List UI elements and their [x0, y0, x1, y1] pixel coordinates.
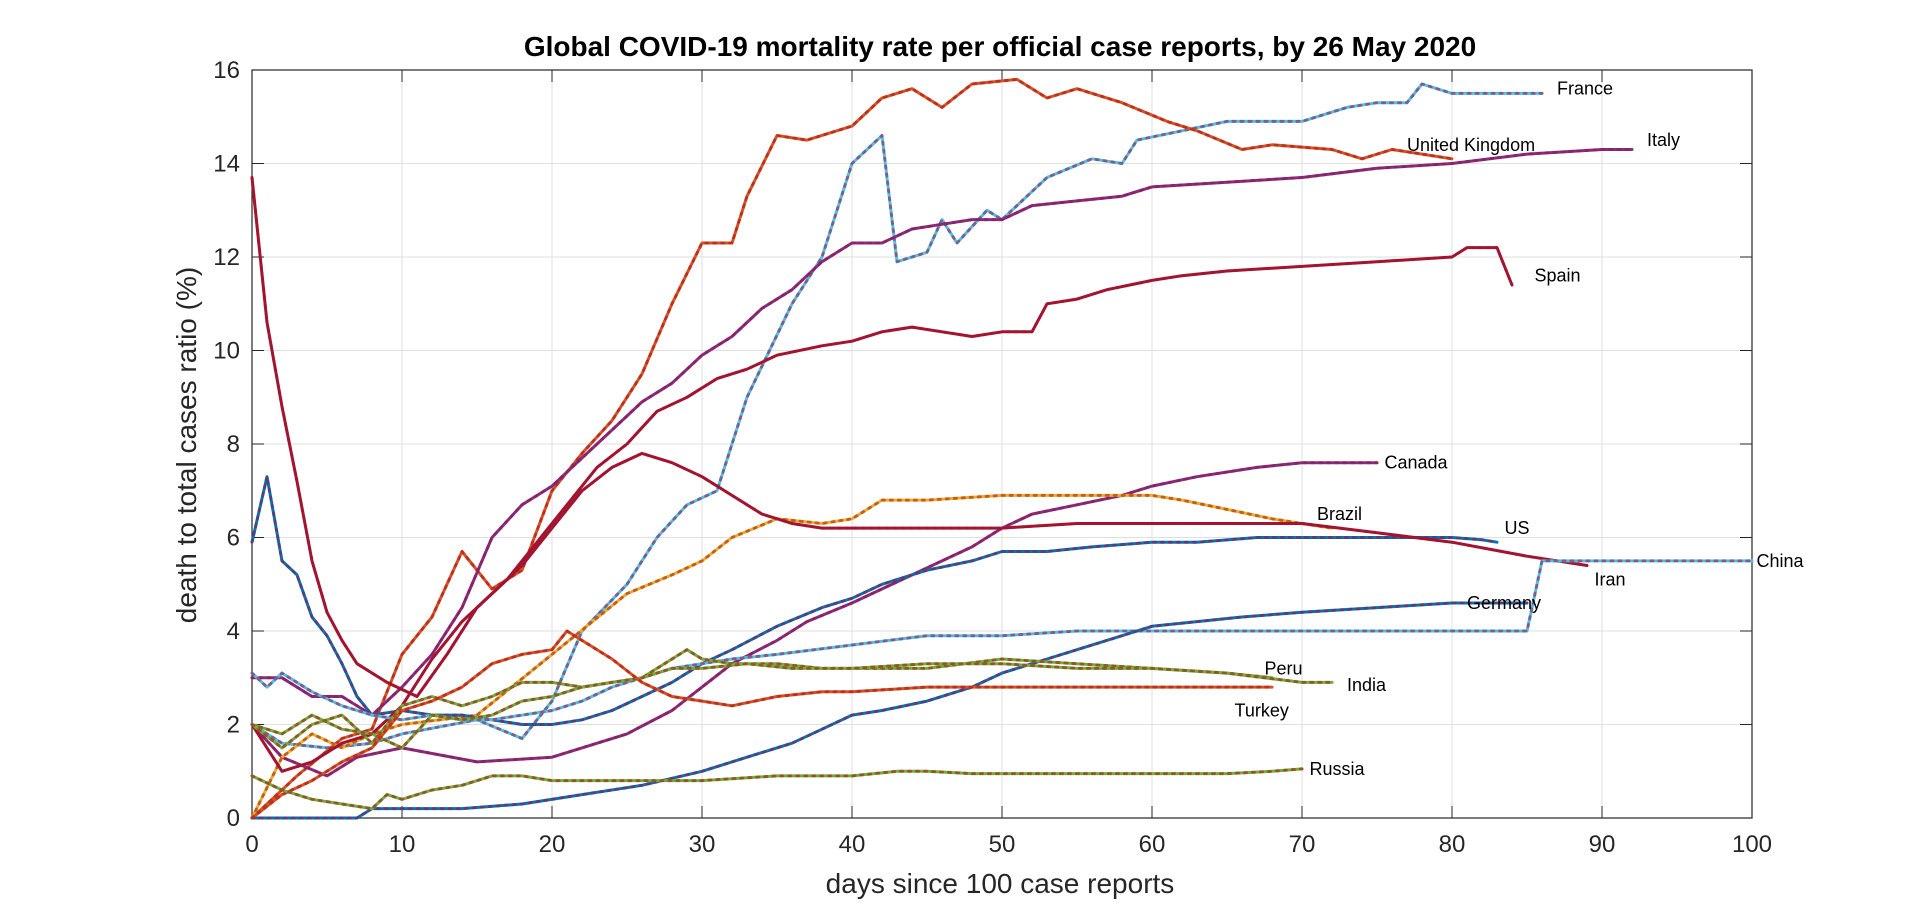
label-france: France — [1557, 79, 1613, 99]
y-tick-label: 8 — [227, 431, 240, 458]
x-tick-label: 90 — [1589, 831, 1616, 858]
y-tick-label: 0 — [227, 805, 240, 832]
label-india: India — [1347, 675, 1387, 695]
x-tick-label: 100 — [1732, 831, 1772, 858]
x-tick-label: 30 — [689, 831, 716, 858]
x-tick-label: 50 — [989, 831, 1016, 858]
label-iran: Iran — [1595, 570, 1626, 590]
label-peru: Peru — [1265, 658, 1303, 678]
label-brazil: Brazil — [1317, 504, 1362, 524]
series-markers-brazil — [250, 493, 1334, 820]
x-tick-label: 40 — [839, 831, 866, 858]
series-markers-germany — [250, 601, 1529, 820]
x-tick-label: 70 — [1289, 831, 1316, 858]
label-spain: Spain — [1535, 266, 1581, 286]
label-china: China — [1757, 551, 1805, 571]
y-tick-label: 2 — [227, 712, 240, 739]
series-markers-canada — [250, 461, 1379, 778]
chart-title: Global COVID-19 mortality rate per offic… — [524, 31, 1476, 62]
series-markers-united-kingdom — [250, 77, 1454, 820]
series-markers-france — [250, 82, 1544, 750]
label-italy: Italy — [1647, 130, 1680, 150]
series-group — [250, 77, 1754, 820]
y-tick-label: 6 — [227, 525, 240, 552]
x-tick-label: 80 — [1439, 831, 1466, 858]
y-tick-label: 14 — [213, 151, 240, 178]
x-tick-label: 0 — [245, 831, 258, 858]
label-us: US — [1505, 518, 1530, 538]
label-russia: Russia — [1310, 759, 1366, 779]
series-markers-italy — [250, 148, 1634, 717]
label-canada: Canada — [1385, 453, 1449, 473]
y-tick-label: 16 — [213, 57, 240, 84]
axes: 0 10 20 30 40 50 60 70 80 90 100 0 2 4 6 8 10 12 14 16 — [213, 57, 1772, 858]
y-axis-label: death to total cases ratio (%) — [171, 267, 202, 623]
x-axis-label: days since 100 case reports — [826, 868, 1175, 899]
y-tick-label: 4 — [227, 618, 240, 645]
y-tick-label: 12 — [213, 244, 240, 271]
label-united-kingdom: United Kingdom — [1407, 135, 1535, 155]
country-labels: France United Kingdom Italy Spain Canada Braz… — [1235, 79, 1805, 779]
x-tick-label: 60 — [1139, 831, 1166, 858]
series-markers-china — [250, 559, 1754, 722]
label-turkey: Turkey — [1235, 700, 1289, 720]
series-markers-peru — [250, 648, 1274, 750]
label-germany: Germany — [1467, 593, 1541, 613]
y-tick-label: 10 — [213, 338, 240, 365]
x-tick-label: 20 — [539, 831, 566, 858]
series-markers-spain — [250, 176, 1514, 698]
series-markers-turkey — [250, 629, 1274, 820]
x-tick-label: 10 — [389, 831, 416, 858]
series-markers-russia — [250, 767, 1304, 811]
series-markers-india — [250, 662, 1334, 750]
